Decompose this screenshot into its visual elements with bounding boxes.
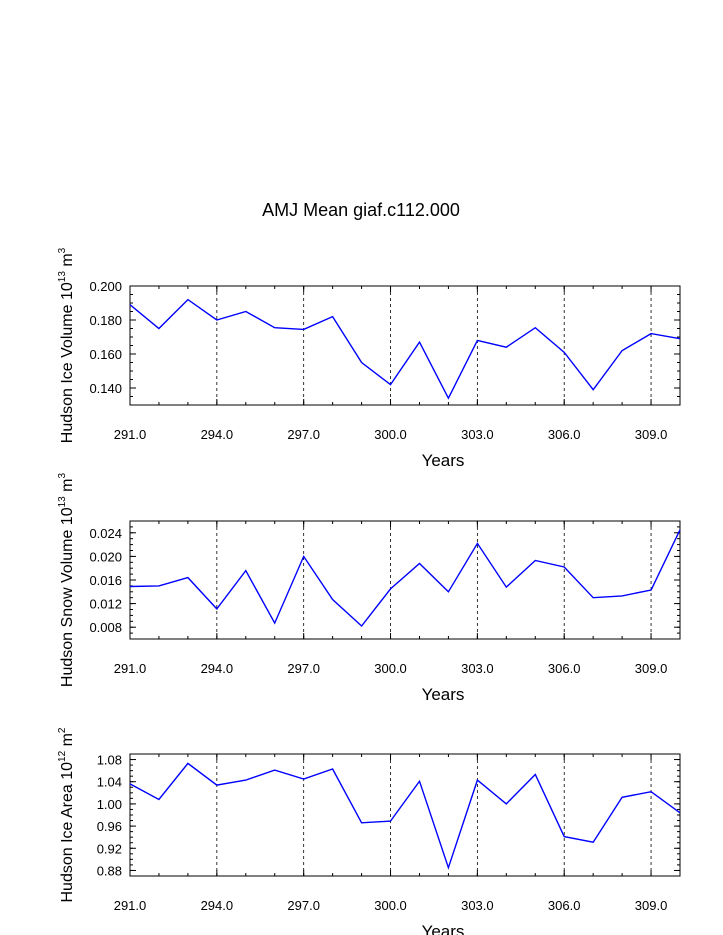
x-tick-label: 306.0 bbox=[548, 661, 581, 676]
plot-frame bbox=[129, 520, 681, 640]
y-tick-label: 1.00 bbox=[97, 797, 122, 812]
x-tick-label: 303.0 bbox=[461, 427, 494, 442]
chart-panel-ice-volume: 291.0 294.0 297.0 300.0 303.0 306.0 309.0 0.140… bbox=[57, 247, 681, 470]
y-tick-label: 1.04 bbox=[97, 775, 122, 790]
y-tick-label: 0.88 bbox=[97, 863, 122, 878]
x-tick-label: 297.0 bbox=[287, 661, 320, 676]
x-tick-label: 303.0 bbox=[461, 898, 494, 913]
x-tick-label: 309.0 bbox=[635, 661, 668, 676]
y-tick-label: 0.140 bbox=[89, 381, 122, 396]
y-tick-label: 0.160 bbox=[89, 347, 122, 362]
chart-panel-ice-area: 291.0 294.0 297.0 300.0 303.0 306.0 309.0 0.88 0… bbox=[57, 727, 681, 935]
x-tick-label: 300.0 bbox=[374, 898, 407, 913]
x-tick-label: 291.0 bbox=[114, 661, 147, 676]
y-tick-label: 0.012 bbox=[89, 597, 122, 612]
x-tick-label: 297.0 bbox=[287, 898, 320, 913]
y-axis-title: Hudson Snow Volume 1013 m3 bbox=[57, 472, 76, 687]
x-tick-label: 306.0 bbox=[548, 898, 581, 913]
chart-title: AMJ Mean giaf.c112.000 bbox=[262, 200, 460, 220]
y-tick-label: 0.96 bbox=[97, 819, 122, 834]
y-axis-title: Hudson Ice Volume 1013 m3 bbox=[57, 247, 76, 443]
y-tick-label: 0.020 bbox=[89, 549, 122, 564]
y-tick-label: 0.008 bbox=[89, 620, 122, 635]
x-tick-label: 306.0 bbox=[548, 427, 581, 442]
x-tick-label: 309.0 bbox=[635, 427, 668, 442]
y-tick-label: 0.016 bbox=[89, 573, 122, 588]
x-tick-label: 294.0 bbox=[201, 427, 234, 442]
x-tick-label: 303.0 bbox=[461, 661, 494, 676]
y-tick-label: 0.024 bbox=[89, 526, 122, 541]
y-axis-title: Hudson Ice Area 1012 m2 bbox=[57, 727, 76, 902]
plot-frame bbox=[129, 285, 681, 406]
x-tick-label: 309.0 bbox=[635, 898, 668, 913]
y-tick-label: 1.08 bbox=[97, 753, 122, 768]
x-tick-label: 294.0 bbox=[201, 661, 234, 676]
x-tick-label: 300.0 bbox=[374, 427, 407, 442]
x-tick-label: 291.0 bbox=[114, 898, 147, 913]
series-line bbox=[129, 529, 681, 628]
x-axis-title: Years bbox=[422, 451, 465, 470]
x-tick-label: 300.0 bbox=[374, 661, 407, 676]
series-line bbox=[129, 298, 681, 400]
x-tick-label: 297.0 bbox=[287, 427, 320, 442]
y-tick-label: 0.92 bbox=[97, 841, 122, 856]
x-tick-label: 294.0 bbox=[201, 898, 234, 913]
x-tick-label: 291.0 bbox=[114, 427, 147, 442]
y-tick-label: 0.200 bbox=[89, 279, 122, 294]
series-line bbox=[129, 762, 681, 870]
x-axis-title: Years bbox=[422, 922, 465, 935]
chart-panel-snow-volume: 291.0 294.0 297.0 300.0 303.0 306.0 309.0 0.008… bbox=[57, 472, 681, 704]
plot-frame bbox=[129, 753, 681, 877]
x-axis-title: Years bbox=[422, 685, 465, 704]
y-tick-label: 0.180 bbox=[89, 313, 122, 328]
